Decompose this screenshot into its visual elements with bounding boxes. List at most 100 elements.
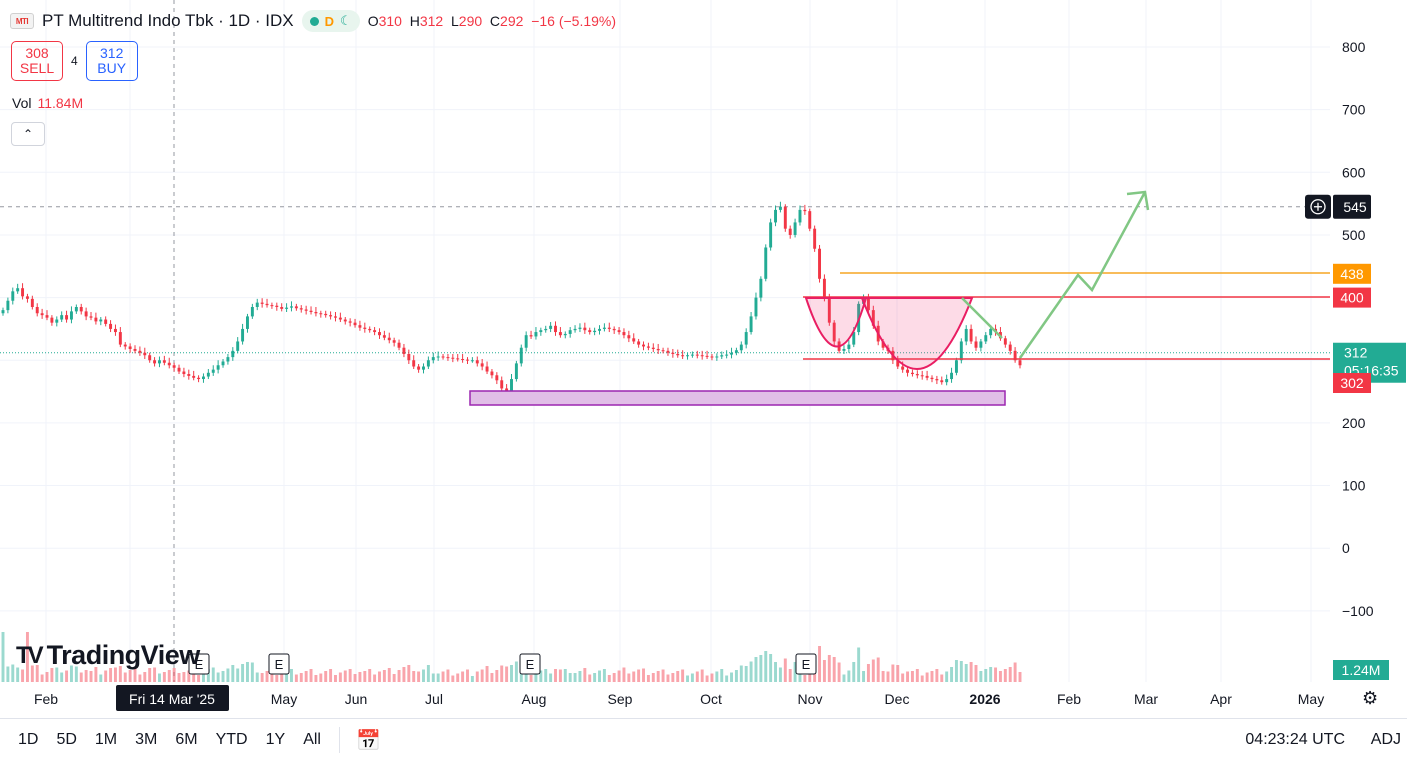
candle-body — [627, 335, 631, 339]
candle-body — [11, 291, 15, 301]
candle-body — [157, 360, 161, 364]
candle-body — [236, 341, 240, 351]
volume-legend[interactable]: Vol 11.84M — [12, 95, 84, 111]
volume-bar — [148, 668, 152, 682]
volume-bar — [994, 667, 998, 682]
volume-bar — [671, 673, 675, 682]
buy-button[interactable]: 312 BUY — [85, 41, 138, 81]
range-1y[interactable]: 1Y — [265, 731, 286, 748]
volume-bar — [461, 671, 465, 682]
volume-bar — [730, 672, 733, 682]
volume-bar — [250, 662, 254, 682]
candle-body — [573, 328, 577, 331]
range-1m[interactable]: 1M — [94, 731, 118, 748]
candle-body — [524, 335, 528, 348]
volume-bar — [764, 651, 768, 682]
gear-icon[interactable]: ⚙ — [1362, 688, 1379, 708]
candle-body — [118, 332, 122, 345]
candle-body — [764, 247, 768, 279]
y-tick-label: 500 — [1342, 227, 1366, 243]
candle-body — [984, 335, 988, 342]
candle-body — [793, 222, 797, 235]
range-all[interactable]: All — [303, 731, 321, 748]
candle-body — [338, 317, 342, 320]
range-5d[interactable]: 5D — [56, 731, 77, 748]
volume-bar — [216, 672, 220, 682]
sell-button[interactable]: 308 SELL — [11, 41, 63, 81]
support-zone[interactable] — [469, 390, 1006, 406]
range-1d[interactable]: 1D — [18, 731, 39, 748]
volume-bar — [959, 661, 963, 682]
candle-body — [138, 350, 142, 353]
volume-bar — [1018, 672, 1022, 682]
level-price-badge — [1333, 263, 1371, 284]
x-tick-label: May — [1298, 691, 1324, 707]
candle-body — [783, 206, 787, 229]
calendar-icon[interactable]: 📅 — [355, 729, 381, 752]
volume-bar — [651, 673, 655, 682]
candle-body — [480, 363, 484, 367]
bottom-toolbar: 1D 5D 1M 3M 6M YTD 1Y All 📅 04:23:24 UTC… — [0, 718, 1407, 761]
volume-bar — [324, 671, 328, 682]
utc-clock[interactable]: 04:23:24 UTC — [1245, 731, 1345, 748]
y-tick-label: 600 — [1342, 164, 1366, 180]
volume-bar — [622, 667, 626, 682]
candle-body — [866, 297, 870, 311]
volume-bar — [373, 674, 377, 682]
candle-body — [588, 330, 592, 333]
range-3m[interactable]: 3M — [135, 731, 158, 748]
x-tick-label: Jul — [425, 691, 443, 707]
volume-bar — [466, 669, 469, 682]
volume-bar — [480, 669, 484, 682]
earnings-marker — [188, 653, 210, 675]
candle-body — [422, 366, 425, 370]
volume-bar — [99, 674, 103, 682]
candle-body — [651, 347, 655, 349]
candle-body — [935, 379, 939, 381]
ohlc-values: O310 H312 L290 C292 −16 (−5.19%) — [367, 13, 617, 29]
volume-bar — [598, 670, 601, 682]
last-price-label: 312 — [1344, 345, 1368, 361]
volume-bar — [847, 670, 851, 682]
volume-bar — [984, 669, 988, 682]
candle-body — [656, 348, 660, 351]
volume-bar — [759, 655, 763, 682]
volume-bar — [534, 670, 538, 682]
market-status[interactable]: D ☾ — [301, 10, 360, 32]
candle-body — [622, 332, 626, 336]
volume-bar — [162, 672, 166, 682]
volume-bar — [422, 669, 425, 682]
symbol-title[interactable]: PT Multitrend Indo Tbk · 1D · IDX — [42, 11, 294, 30]
volume-bar — [969, 662, 973, 682]
x-tick-label: Aug — [522, 691, 547, 707]
candle-body — [314, 312, 318, 314]
candle-body — [671, 352, 675, 354]
range-ytd[interactable]: YTD — [215, 731, 248, 748]
candle-body — [632, 338, 636, 342]
collapse-legend-button[interactable]: ⌃ — [11, 122, 45, 146]
candle-body — [162, 360, 166, 363]
candle-body — [705, 355, 709, 357]
tradingview-logo[interactable]: TV TradingView — [16, 640, 200, 670]
candle-body — [813, 228, 817, 249]
volume-bar — [334, 675, 337, 682]
spread-value: 4 — [71, 54, 78, 68]
y-tick-label: 800 — [1342, 39, 1366, 55]
range-6m[interactable]: 6M — [175, 731, 198, 748]
candle-body — [778, 206, 782, 210]
volume-bar — [935, 669, 939, 682]
volume-bar — [632, 671, 636, 682]
candle-body — [446, 357, 450, 359]
adjust-button[interactable]: ADJ — [1370, 731, 1401, 748]
candle-body — [495, 375, 499, 381]
volume-bar — [456, 673, 460, 682]
volume-bar — [35, 665, 39, 682]
volume-bar — [563, 669, 567, 682]
volume-bar — [964, 664, 968, 682]
volume-bar — [906, 671, 910, 682]
candle-body — [373, 330, 377, 333]
volume-bar — [392, 674, 396, 682]
volume-bar — [446, 669, 450, 682]
candle-body — [94, 317, 98, 322]
